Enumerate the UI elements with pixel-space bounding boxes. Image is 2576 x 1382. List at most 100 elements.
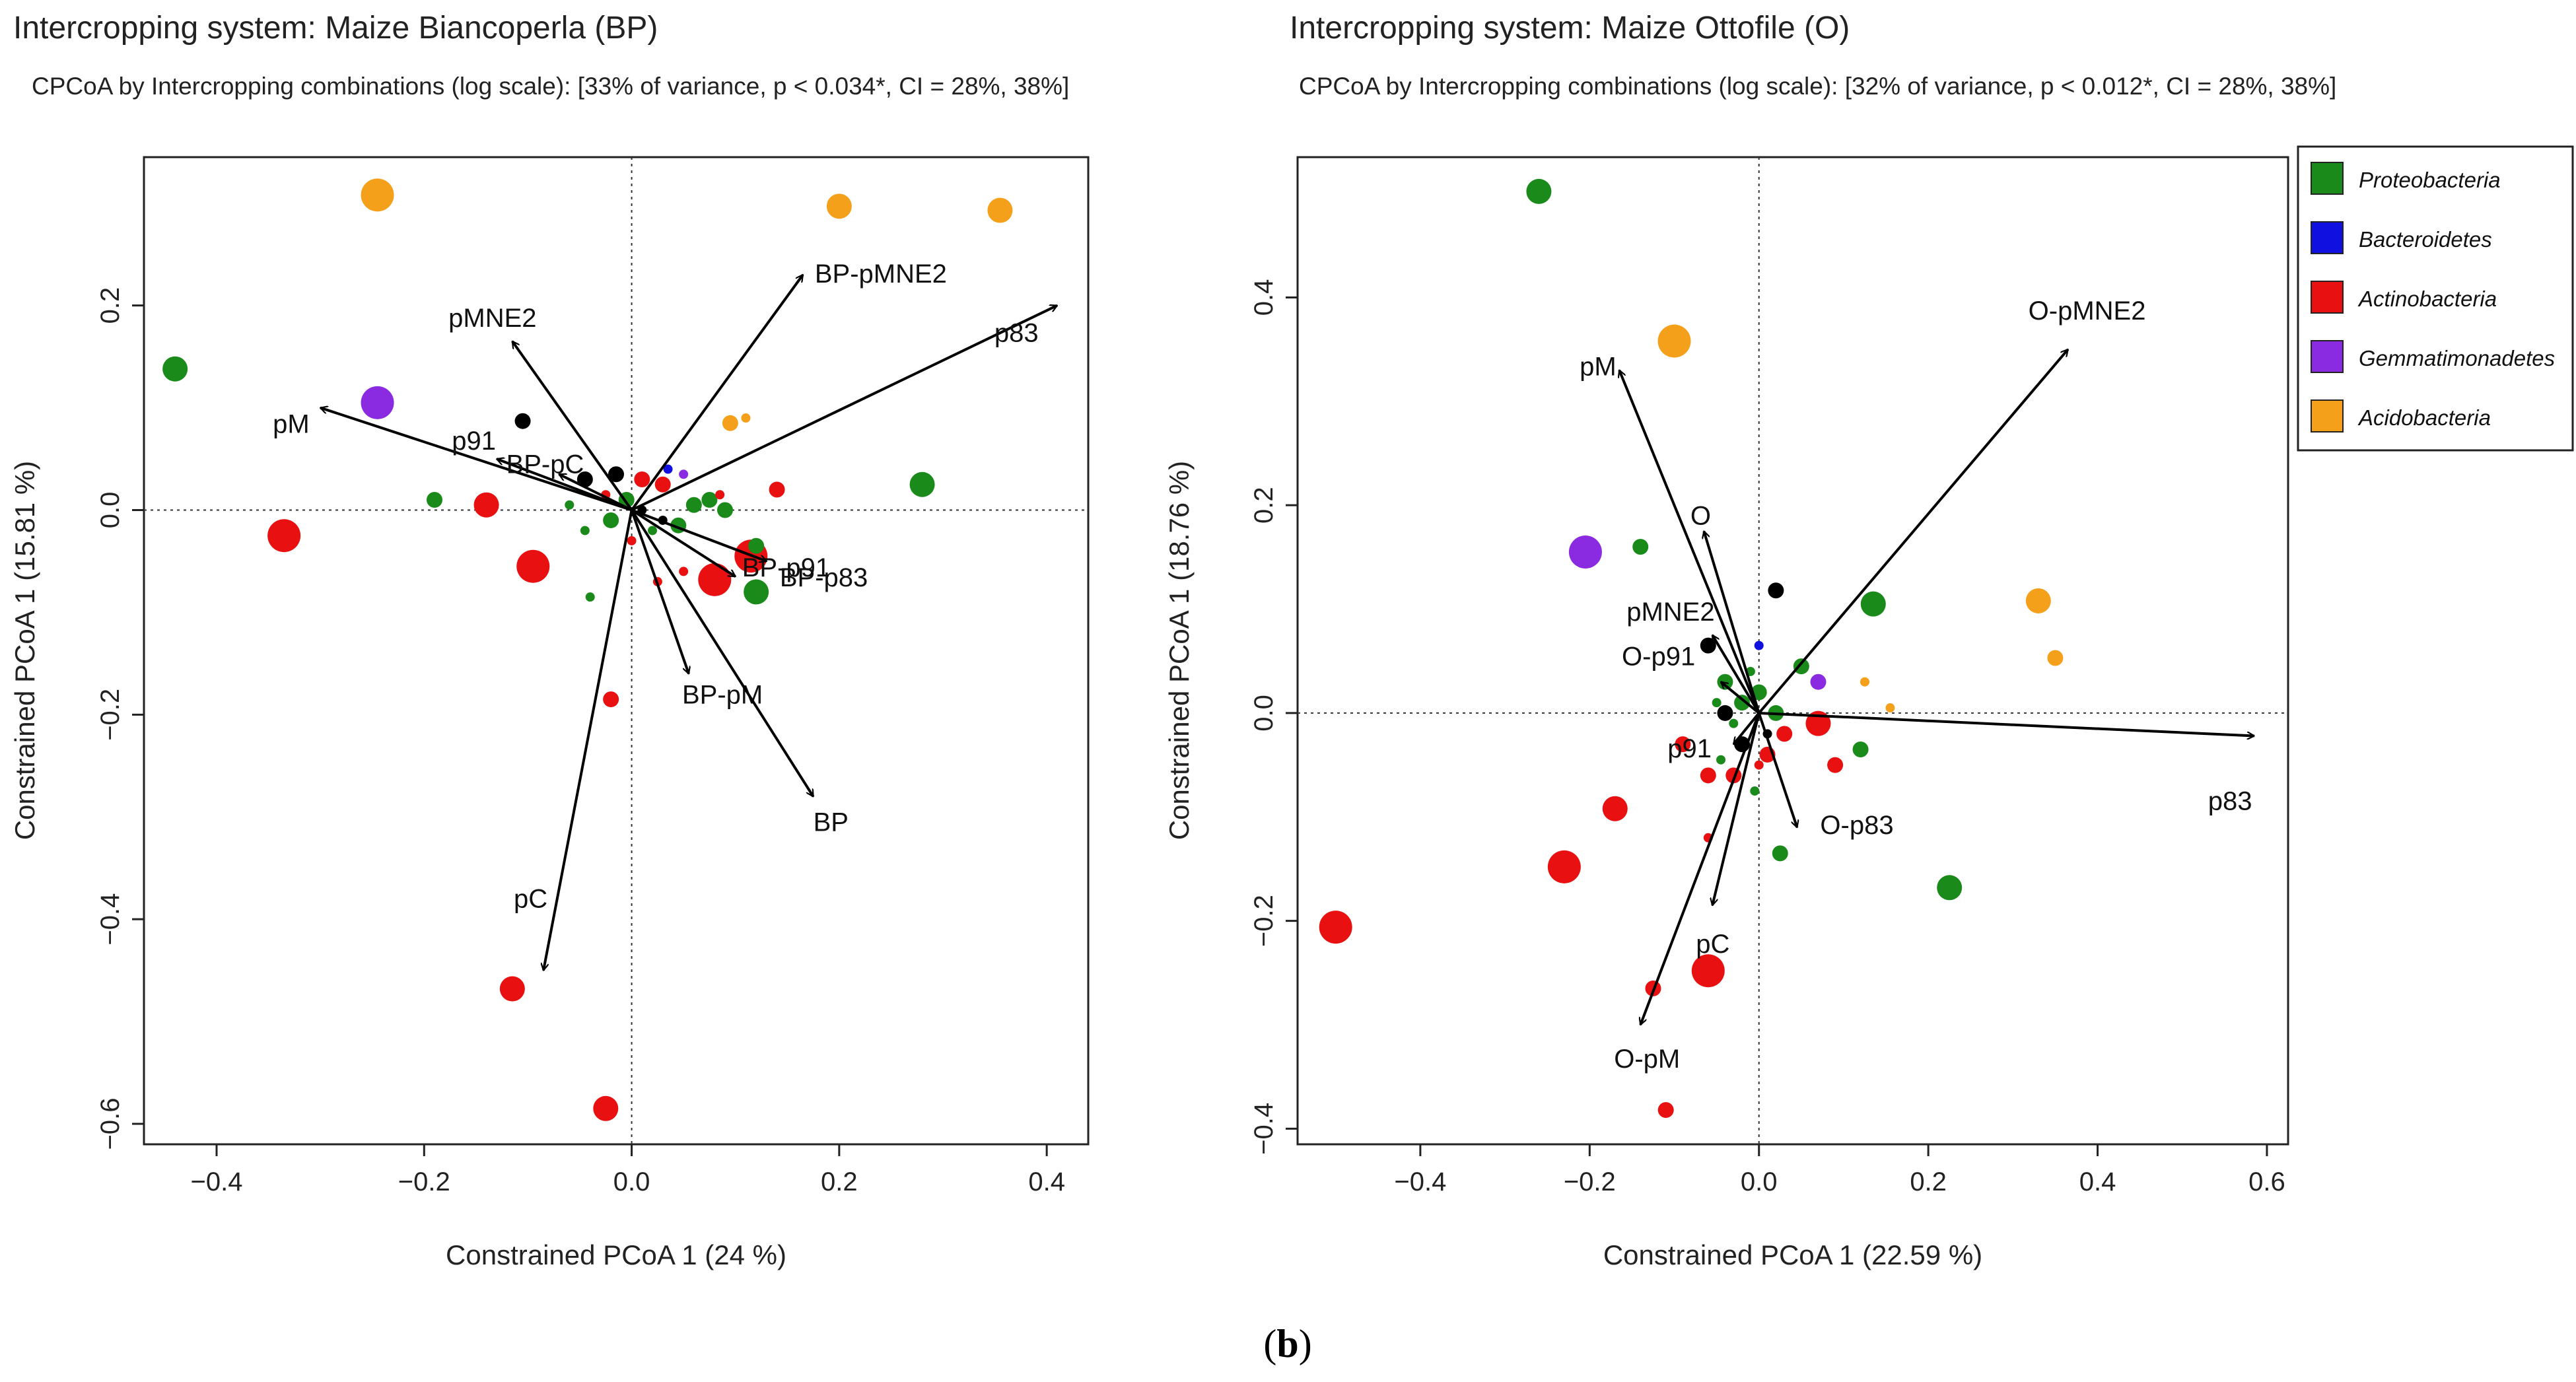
legend-label: Bacteroidetes <box>2359 227 2492 252</box>
legend: Proteobacteria Bacteroidetes Actinobacteri… <box>2297 145 2574 452</box>
data-point <box>1937 875 1963 901</box>
arrow-label: BP-pM <box>682 680 763 709</box>
data-point <box>1700 767 1716 784</box>
arrow <box>631 304 1057 512</box>
data-point <box>1319 911 1352 944</box>
x-tick-label: 0.0 <box>613 1167 650 1196</box>
data-point <box>654 476 671 493</box>
data-point <box>1852 742 1869 757</box>
x-tick-label: 0.0 <box>1741 1167 1778 1196</box>
arrow <box>559 473 633 512</box>
data-point <box>909 471 935 497</box>
arrow <box>1758 349 2070 714</box>
legend-swatch <box>2311 162 2344 195</box>
arrow <box>1721 681 1760 714</box>
x-tick-label: −0.4 <box>1394 1167 1446 1196</box>
arrow <box>631 508 736 578</box>
data-point <box>1602 796 1628 821</box>
arrow-label: p83 <box>2208 787 2252 816</box>
arrow-label: pMNE2 <box>448 304 536 333</box>
data-point <box>1632 539 1649 555</box>
arrow-label: BP-pMNE2 <box>815 259 947 289</box>
arrow <box>1711 635 1760 714</box>
x-tick-label: 0.6 <box>2248 1167 2285 1196</box>
data-point <box>1885 703 1895 713</box>
arrow-label: BP-pC <box>506 450 584 479</box>
y-tick-label: 0.2 <box>96 287 125 324</box>
chart-subtitle: CPCoA by Intercropping combinations (log… <box>1299 73 2336 100</box>
x-tick-label: −0.2 <box>398 1167 450 1196</box>
arrow <box>543 510 633 970</box>
arrow <box>320 408 633 512</box>
y-tick-label: −0.2 <box>96 689 125 741</box>
data-point <box>162 356 188 382</box>
data-point <box>580 526 590 536</box>
x-tick-label: 0.2 <box>821 1167 858 1196</box>
data-point <box>1675 736 1691 753</box>
panel-label-close: ) <box>1299 1322 1312 1365</box>
arrow-label: O-p83 <box>1820 811 1893 840</box>
arrow-label: O <box>1690 502 1711 531</box>
arrow-label: p91 <box>1667 734 1712 763</box>
x-tick-label: 0.2 <box>1910 1167 1947 1196</box>
arrow <box>1758 711 2254 736</box>
legend-label: Proteobacteria <box>2359 168 2501 192</box>
y-tick-label: −0.2 <box>1249 895 1278 947</box>
arrow <box>630 509 815 796</box>
data-point <box>473 492 499 518</box>
arrow-label: pMNE2 <box>1626 598 1714 627</box>
data-point <box>585 592 595 602</box>
arrow-label: pC <box>514 885 547 914</box>
arrow <box>1704 532 1760 714</box>
data-point <box>1691 954 1725 988</box>
panel-label-open: ( <box>1263 1322 1276 1365</box>
data-point <box>715 490 725 500</box>
arrow-label: O-pMNE2 <box>2029 296 2146 326</box>
y-axis-label: Constrained PCoA 1 (15.81 %) <box>9 461 40 840</box>
data-point <box>1547 850 1581 883</box>
chart-ottofile: Intercropping system: Maize Ottofile (O)… <box>1164 11 2336 1270</box>
data-point <box>1776 726 1793 742</box>
data-point <box>722 415 738 431</box>
data-point <box>679 469 689 479</box>
plot-frame <box>143 156 1090 1146</box>
arrow <box>1619 370 1760 714</box>
x-tick-label: 0.4 <box>1028 1167 1065 1196</box>
arrow <box>1757 712 1797 827</box>
loading-arrows: BP-pMNE2p83pMNE2pMp91BP-pCBP-p91BP-p83BP… <box>273 259 1057 970</box>
data-point <box>1827 757 1844 773</box>
x-tick-label: 0.4 <box>2079 1167 2116 1196</box>
data-point <box>698 563 732 596</box>
legend-label: Acidobacteria <box>2357 405 2491 430</box>
legend-swatch <box>2311 340 2344 373</box>
arrow-label: p83 <box>994 319 1039 348</box>
data-point <box>1712 698 1722 708</box>
data-point <box>1754 760 1764 770</box>
data-point <box>648 526 657 536</box>
arrow <box>497 459 633 512</box>
data-point <box>717 502 733 518</box>
data-point <box>1568 536 1602 569</box>
chart-title: Intercropping system: Maize Biancoperla … <box>13 11 658 46</box>
y-tick-label: 0.0 <box>96 492 125 529</box>
data-point <box>1657 1102 1674 1119</box>
data-point <box>1700 637 1716 654</box>
data-point <box>1734 695 1751 711</box>
reference-lines <box>1298 157 2288 1144</box>
data-point <box>603 512 619 528</box>
panel-label: (b) <box>1263 1322 1311 1365</box>
arrow <box>511 341 633 511</box>
data-point <box>627 536 637 545</box>
data-point <box>1793 658 1809 675</box>
x-axis-label: Constrained PCoA 1 (22.59 %) <box>1603 1239 1982 1270</box>
data-point <box>1810 674 1827 690</box>
panel-label-letter: b <box>1276 1322 1298 1365</box>
data-point <box>1772 845 1788 862</box>
chart-subtitle: CPCoA by Intercropping combinations (log… <box>32 73 1069 100</box>
y-tick-label: −0.4 <box>96 893 125 946</box>
y-tick-label: −0.4 <box>1249 1103 1278 1155</box>
arrow <box>630 509 689 674</box>
data-point <box>679 567 689 576</box>
y-tick-label: 0.2 <box>1249 487 1278 524</box>
data-point <box>2047 650 2064 666</box>
